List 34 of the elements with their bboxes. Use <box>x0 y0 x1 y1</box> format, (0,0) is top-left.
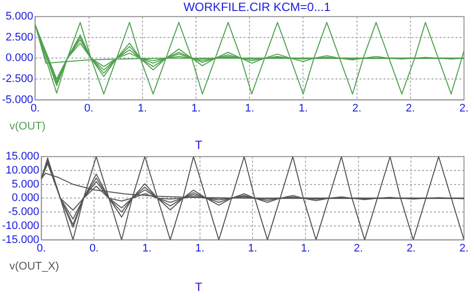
y-tick-label: -2.500 <box>2 73 34 86</box>
x-tick-label: 2. <box>459 102 469 114</box>
y-tick-label: -10.000 <box>2 220 40 232</box>
text: v(OUT) <box>10 120 46 133</box>
x-axis-title: T <box>195 280 202 294</box>
x-tick-label: 1. <box>298 102 308 114</box>
x-tick-label: 1. <box>245 102 254 114</box>
x-axis-title: T <box>195 138 202 152</box>
x-tick-label: 0. <box>84 102 94 114</box>
x-tick-label: 1. <box>195 242 204 254</box>
y-tick-label: 5.000 <box>12 178 40 190</box>
x-tick-label: 1. <box>191 102 201 114</box>
x-tick-label: 2. <box>406 242 416 254</box>
x-tick-label: 1. <box>248 242 258 254</box>
x-tick-label: 2. <box>406 102 415 114</box>
x-tick-label: 2. <box>459 242 469 254</box>
x-tick-label: 1. <box>300 242 310 254</box>
y-tick-label: 2.500 <box>6 31 34 44</box>
y-tick-label: 0.000 <box>6 52 34 64</box>
y-tick-label: 15.000 <box>6 150 40 163</box>
x-tick-label: 2. <box>352 102 362 114</box>
x-tick-label: 2. <box>354 242 363 254</box>
x-tick-label: 1. <box>142 242 152 254</box>
y-tick-label: -15.000 <box>2 234 40 246</box>
y-tick-label: 5.000 <box>6 10 34 23</box>
y-tick-label: -5.000 <box>8 206 40 218</box>
y-tick-label: 0.000 <box>12 192 40 204</box>
chart-title: WORKFILE.CIR KCM=0...1 <box>183 0 331 14</box>
x-tick-label: 0. <box>30 102 40 114</box>
x-tick-label: 0. <box>36 242 46 254</box>
y-tick-label: 10.000 <box>6 164 40 176</box>
text: v(OUT_X) <box>10 260 59 273</box>
x-tick-label: 1. <box>138 102 147 114</box>
x-tick-label: 0. <box>90 242 99 254</box>
